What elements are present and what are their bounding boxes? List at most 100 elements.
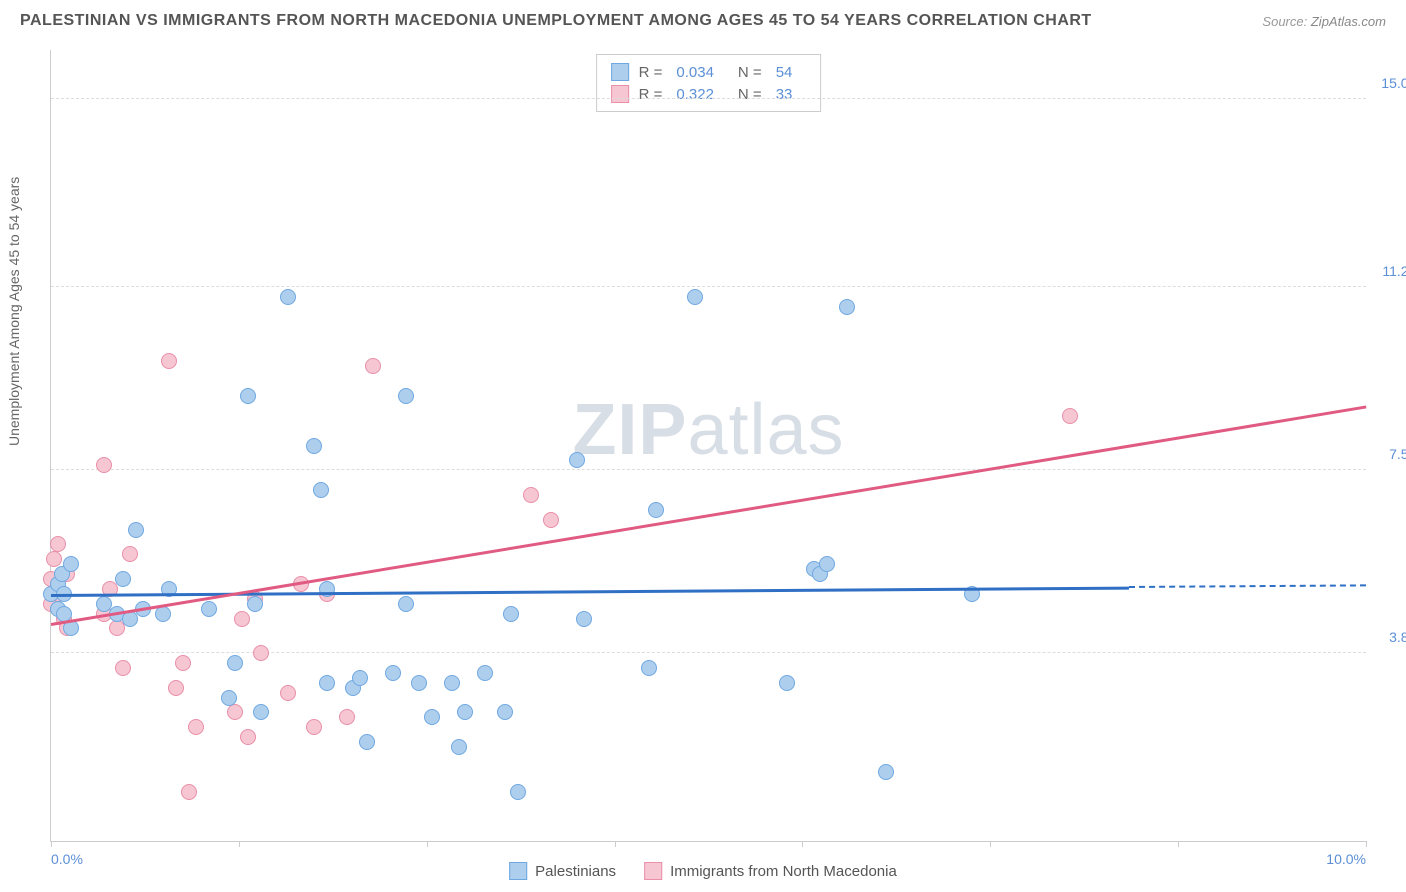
- legend-item-1: Palestinians: [509, 862, 616, 880]
- data-point: [313, 482, 329, 498]
- data-point: [253, 645, 269, 661]
- data-point: [188, 719, 204, 735]
- trend-line-dashed: [1129, 585, 1366, 589]
- gridline: [51, 286, 1366, 287]
- data-point: [687, 289, 703, 305]
- data-point: [240, 388, 256, 404]
- data-point: [503, 606, 519, 622]
- data-point: [523, 487, 539, 503]
- data-point: [50, 536, 66, 552]
- data-point: [306, 438, 322, 454]
- data-point: [576, 611, 592, 627]
- data-point: [411, 675, 427, 691]
- data-point: [457, 704, 473, 720]
- swatch-series2: [644, 862, 662, 880]
- gridline: [51, 469, 1366, 470]
- data-point: [168, 680, 184, 696]
- data-point: [96, 457, 112, 473]
- n-value-2: 33: [776, 86, 793, 103]
- watermark-rest: atlas: [687, 390, 844, 470]
- data-point: [280, 289, 296, 305]
- source-label: Source:: [1262, 14, 1307, 29]
- swatch-series1: [509, 862, 527, 880]
- scatter-chart: ZIPatlas R = 0.034 N = 54 R = 0.322 N = …: [50, 50, 1366, 842]
- chart-title: PALESTINIAN VS IMMIGRANTS FROM NORTH MAC…: [20, 12, 1092, 30]
- data-point: [247, 596, 263, 612]
- data-point: [240, 729, 256, 745]
- data-point: [115, 660, 131, 676]
- data-point: [46, 551, 62, 567]
- x-tick: [51, 841, 52, 847]
- r-value-2: 0.322: [676, 86, 714, 103]
- data-point: [201, 601, 217, 617]
- data-point: [477, 665, 493, 681]
- data-point: [878, 764, 894, 780]
- data-point: [122, 546, 138, 562]
- data-point: [819, 556, 835, 572]
- data-point: [221, 690, 237, 706]
- r-label: R =: [639, 64, 663, 81]
- data-point: [227, 704, 243, 720]
- x-tick: [427, 841, 428, 847]
- data-point: [155, 606, 171, 622]
- data-point: [352, 670, 368, 686]
- watermark-bold: ZIP: [572, 390, 687, 470]
- data-point: [779, 675, 795, 691]
- legend-label-1: Palestinians: [535, 863, 616, 880]
- gridline: [51, 98, 1366, 99]
- r-value-1: 0.034: [676, 64, 714, 81]
- data-point: [569, 452, 585, 468]
- r-label: R =: [639, 86, 663, 103]
- data-point: [424, 709, 440, 725]
- watermark: ZIPatlas: [572, 389, 844, 471]
- data-point: [319, 675, 335, 691]
- n-label: N =: [738, 86, 762, 103]
- x-tick-label: 10.0%: [1326, 851, 1366, 867]
- data-point: [510, 784, 526, 800]
- legend-row-series2: R = 0.322 N = 33: [611, 83, 807, 105]
- data-point: [641, 660, 657, 676]
- legend-row-series1: R = 0.034 N = 54: [611, 61, 807, 83]
- data-point: [115, 571, 131, 587]
- x-tick-label: 0.0%: [51, 851, 83, 867]
- x-tick: [615, 841, 616, 847]
- data-point: [839, 299, 855, 315]
- y-tick-label: 3.8%: [1389, 629, 1406, 645]
- data-point: [365, 358, 381, 374]
- data-point: [398, 388, 414, 404]
- x-tick: [239, 841, 240, 847]
- x-tick: [990, 841, 991, 847]
- data-point: [398, 596, 414, 612]
- n-value-1: 54: [776, 64, 793, 81]
- data-point: [181, 784, 197, 800]
- y-axis-label: Unemployment Among Ages 45 to 54 years: [6, 177, 22, 446]
- correlation-legend: R = 0.034 N = 54 R = 0.322 N = 33: [596, 54, 822, 112]
- data-point: [543, 512, 559, 528]
- data-point: [306, 719, 322, 735]
- data-point: [161, 353, 177, 369]
- data-point: [63, 556, 79, 572]
- gridline: [51, 652, 1366, 653]
- data-point: [280, 685, 296, 701]
- x-tick: [1178, 841, 1179, 847]
- data-point: [648, 502, 664, 518]
- data-point: [1062, 408, 1078, 424]
- data-point: [234, 611, 250, 627]
- x-tick: [802, 841, 803, 847]
- data-point: [497, 704, 513, 720]
- y-tick-label: 15.0%: [1381, 75, 1406, 91]
- swatch-series1: [611, 63, 629, 81]
- source-citation: Source: ZipAtlas.com: [1262, 14, 1386, 29]
- data-point: [444, 675, 460, 691]
- data-point: [253, 704, 269, 720]
- series-legend: Palestinians Immigrants from North Maced…: [509, 862, 897, 880]
- y-tick-label: 7.5%: [1389, 446, 1406, 462]
- data-point: [175, 655, 191, 671]
- data-point: [451, 739, 467, 755]
- y-tick-label: 11.2%: [1382, 263, 1406, 279]
- data-point: [128, 522, 144, 538]
- x-tick: [1366, 841, 1367, 847]
- legend-label-2: Immigrants from North Macedonia: [670, 863, 897, 880]
- data-point: [359, 734, 375, 750]
- legend-item-2: Immigrants from North Macedonia: [644, 862, 897, 880]
